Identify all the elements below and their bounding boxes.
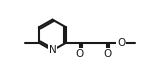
Text: O: O [117,38,125,48]
Text: O: O [76,49,84,59]
Text: O: O [103,49,111,59]
Text: N: N [49,45,56,55]
